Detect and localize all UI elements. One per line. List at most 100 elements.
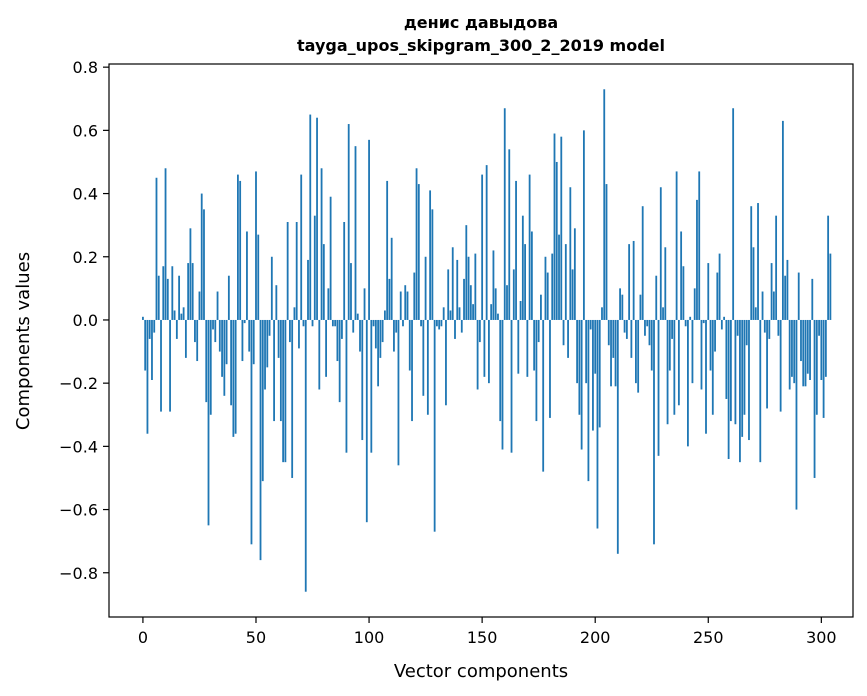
bar: [341, 319, 343, 339]
bar: [212, 319, 214, 330]
bar: [530, 231, 533, 320]
bar: [363, 288, 366, 320]
bar: [203, 209, 205, 320]
bar: [169, 319, 171, 412]
bar: [784, 275, 787, 320]
bar: [700, 319, 703, 390]
bar: [311, 319, 314, 327]
bar: [248, 319, 251, 352]
bar: [673, 319, 676, 415]
bar: [716, 272, 719, 320]
bar: [465, 225, 468, 320]
bar: [687, 319, 689, 447]
bar: [587, 319, 590, 482]
bar: [551, 253, 554, 320]
bar: [734, 319, 737, 425]
bar: [449, 310, 452, 320]
chart-title-line-1: денис давыдова: [404, 13, 558, 32]
bar: [293, 307, 296, 320]
bar: [442, 307, 445, 320]
bar: [307, 259, 309, 320]
bar: [501, 319, 504, 450]
bar: [483, 319, 486, 377]
bar: [630, 319, 633, 358]
bar: [388, 278, 391, 320]
bar: [232, 319, 235, 437]
bar: [417, 184, 420, 320]
bar: [234, 319, 237, 434]
bar: [243, 319, 246, 324]
bar: [166, 278, 169, 320]
bar: [266, 319, 269, 368]
bar: [230, 319, 233, 406]
bar: [680, 231, 683, 320]
bar: [777, 319, 780, 336]
bar: [352, 319, 355, 333]
bar: [558, 234, 560, 320]
bar: [151, 319, 153, 380]
x-tick-label: 0: [138, 628, 148, 647]
bar: [277, 319, 280, 358]
chart-title-line-2: tayga_upos_skipgram_300_2_2019 model: [297, 36, 665, 55]
bar: [343, 222, 346, 320]
bar: [526, 319, 529, 377]
bar: [757, 203, 759, 320]
y-tick-label: 0.2: [73, 248, 98, 267]
bar: [564, 244, 567, 320]
bar: [184, 319, 187, 358]
bar: [813, 319, 816, 478]
bar: [252, 319, 255, 365]
bar: [671, 319, 673, 339]
bar: [662, 307, 664, 320]
bar: [221, 319, 223, 377]
bar: [677, 319, 680, 406]
bar: [702, 319, 705, 324]
bar: [295, 222, 298, 320]
bar: [696, 199, 698, 320]
bars-group: [142, 89, 832, 592]
bar: [492, 250, 495, 320]
bar: [433, 319, 436, 532]
bar: [178, 275, 181, 320]
y-axis-ticks: −0.8 −0.6 −0.4 −0.2 0.0 0.2 0.4 0.6 0.8: [59, 58, 109, 583]
bar: [732, 108, 735, 320]
bar: [763, 319, 766, 333]
bar: [214, 319, 217, 343]
bar: [644, 319, 646, 336]
bar: [827, 215, 830, 320]
y-tick-label: −0.2: [59, 374, 98, 393]
bar: [463, 278, 465, 320]
bar: [723, 316, 726, 320]
bar: [456, 259, 459, 320]
bar: [655, 275, 658, 320]
bar: [447, 269, 450, 320]
bar: [223, 319, 226, 396]
bar: [585, 319, 588, 384]
bar: [515, 180, 517, 320]
bar: [533, 319, 536, 371]
bar: [250, 319, 253, 545]
bar: [632, 240, 635, 320]
bar: [286, 222, 289, 320]
bar: [802, 319, 805, 387]
bar: [429, 190, 432, 320]
bar: [488, 319, 490, 384]
y-tick-label: −0.4: [59, 437, 98, 456]
bar: [225, 319, 228, 365]
bar: [759, 319, 762, 463]
bar: [284, 319, 287, 463]
bar: [709, 319, 712, 371]
bar: [571, 269, 574, 320]
bar: [393, 319, 395, 352]
bar: [445, 319, 447, 406]
bar: [424, 256, 427, 320]
y-tick-label: −0.6: [59, 501, 98, 520]
bar: [390, 237, 393, 320]
bar: [781, 120, 784, 320]
bar: [164, 168, 167, 320]
bar: [218, 319, 221, 352]
bar: [291, 319, 294, 478]
bar: [512, 269, 515, 320]
bar: [381, 319, 384, 343]
